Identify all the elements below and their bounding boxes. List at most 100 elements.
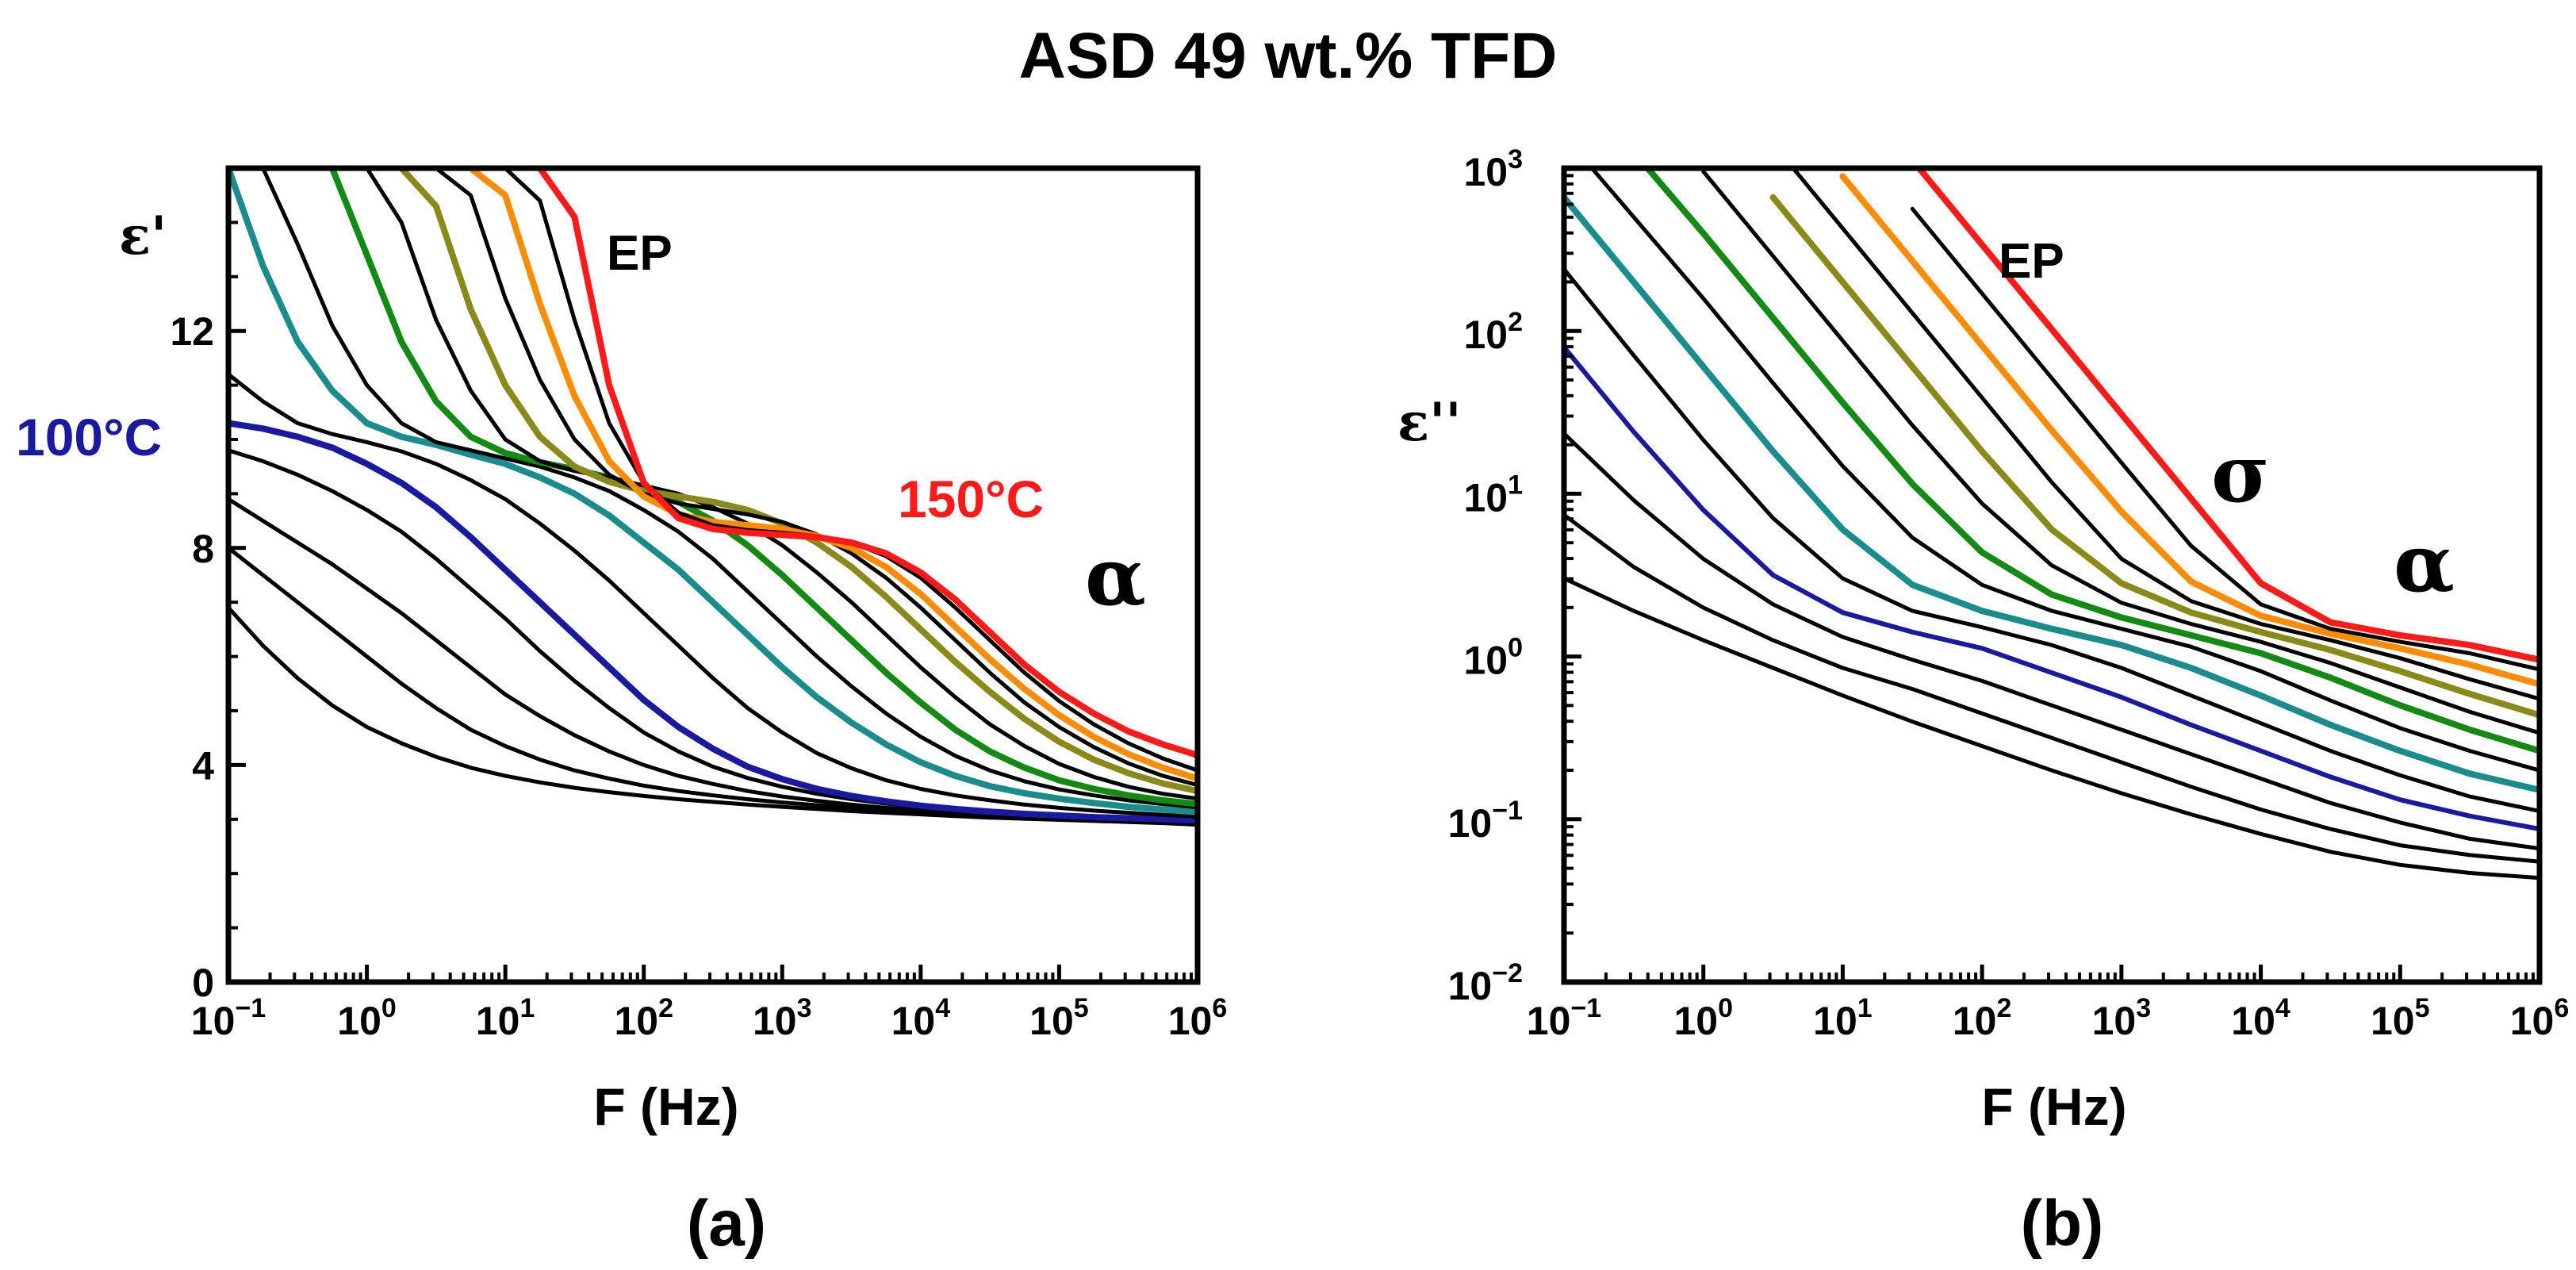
series-line-b-7: [1589, 168, 2540, 773]
series-line-b-14: [1915, 168, 2540, 663]
y-tick-label-b-base: 10: [1463, 475, 1508, 520]
x-tick-label-a: 101: [476, 993, 535, 1043]
series-line-b-6: [1564, 194, 2540, 793]
x-tick-label-b: 103: [2092, 993, 2152, 1043]
figure-title: ASD 49 wt.% TFD: [1019, 20, 1558, 92]
series-line-b-1: [1564, 576, 2540, 881]
series-line-a-11: [398, 168, 1198, 795]
annotation-ep-b: EP: [1999, 234, 2064, 289]
x-tick-label-a-base: 10: [337, 999, 381, 1043]
series-line-a-7: [228, 168, 1198, 815]
series-line-b-2: [1564, 512, 2540, 864]
y-tick-label-b-base: 10: [1448, 964, 1493, 1008]
y-tick-label-b-exp: 0: [1508, 633, 1523, 663]
x-tick-label-a-base: 10: [1168, 999, 1213, 1043]
x-tick-label-a-base: 10: [753, 999, 797, 1043]
y-tick-label-a: 0: [192, 961, 214, 1005]
series-line-b-5: [1564, 267, 2540, 813]
x-tick-label-a-exp: 5: [1074, 993, 1089, 1023]
x-tick-label-a-exp: 4: [935, 993, 950, 1023]
plot-frame-b: [1561, 165, 2543, 985]
y-tick-label-b: 101: [1463, 470, 1523, 520]
annotation-alpha-a: α: [1085, 530, 1146, 623]
x-tick-label-a-exp: 2: [658, 993, 673, 1023]
y-tick-label-b-base: 10: [1448, 801, 1493, 846]
series-line-b-8: [1643, 168, 2540, 754]
x-tick-label-b: 102: [1953, 993, 2012, 1043]
x-tick-label-b-base: 10: [2092, 999, 2137, 1043]
y-tick-label-b-exp: 3: [1508, 144, 1523, 175]
x-tick-label-a-base: 10: [1029, 999, 1074, 1043]
panel-label-a: (a): [687, 1188, 766, 1260]
series-line-b-3: [1564, 432, 2540, 851]
x-tick-label-b-base: 10: [1953, 999, 1997, 1043]
x-tick-label-b-base: 10: [1673, 999, 1718, 1043]
x-axis-title-b: F (Hz): [1981, 1077, 2126, 1136]
y-tick-label-a: 4: [192, 743, 214, 788]
panel-b: 10−1 100 101 102 103 104 105 10610−210−11001011…: [1397, 144, 2570, 1260]
x-tick-label-a: 102: [614, 993, 673, 1043]
x-tick-label-b-base: 10: [2510, 999, 2555, 1043]
series-line-a-15: [536, 168, 1198, 759]
x-tick-label-a-base: 10: [891, 999, 936, 1043]
ticks-b: 10−1 100 101 102 103 104 105 10610−210−11001011…: [1448, 144, 2570, 1043]
series-line-b-10: [1769, 194, 2540, 719]
y-tick-label-b-base: 10: [1463, 639, 1508, 683]
series-group-a: [228, 168, 1198, 827]
series-line-b-4: [1564, 344, 2540, 832]
x-tick-label-a: 10−1: [191, 993, 266, 1043]
x-tick-label-b: 101: [1813, 993, 1873, 1043]
series-group-b: [1564, 168, 2540, 881]
panel-label-b: (b): [2021, 1188, 2104, 1260]
series-line-b-11: [1790, 168, 2540, 701]
y-tick-label-b: 102: [1463, 307, 1523, 357]
y-tick-label-a: 8: [192, 527, 214, 571]
y-tick-label-b: 10−2: [1448, 958, 1523, 1008]
annotation-alpha-b: α: [2394, 516, 2455, 610]
y-tick-label-b-base: 10: [1463, 313, 1508, 357]
x-tick-label-b-exp: 5: [2415, 993, 2430, 1023]
series-line-b-9: [1701, 169, 2540, 735]
x-tick-label-b: 100: [1673, 993, 1733, 1043]
annotation-100c: 100°C: [16, 408, 162, 466]
x-axis-title-a: F (Hz): [593, 1077, 738, 1136]
y-tick-label-b-base: 10: [1463, 150, 1508, 194]
series-line-a-6: [228, 372, 1198, 819]
x-tick-label-b-base: 10: [1813, 999, 1857, 1043]
x-tick-label-a-exp: 3: [797, 993, 812, 1023]
y-tick-label-b: 100: [1463, 633, 1523, 683]
x-tick-label-b-base: 10: [2231, 999, 2275, 1043]
series-line-b-13: [1910, 206, 2540, 672]
annotation-ep-a: EP: [607, 226, 673, 281]
x-tick-label-a-base: 10: [476, 999, 520, 1043]
y-axis-title-b: ε'': [1397, 391, 1462, 453]
y-tick-label-b-exp: 1: [1508, 470, 1523, 500]
x-tick-label-b-base: 10: [1527, 999, 1571, 1043]
x-tick-label-a-base: 10: [191, 999, 236, 1043]
y-tick-label-a: 12: [170, 309, 214, 354]
y-tick-label-b-exp: 2: [1508, 307, 1523, 337]
x-tick-label-b: 106: [2510, 993, 2570, 1043]
y-tick-label-b-exp: −2: [1492, 958, 1523, 988]
y-tick-label-b: 10−1: [1448, 796, 1523, 846]
series-line-a-9: [328, 168, 1198, 808]
x-tick-label-b-exp: 0: [1718, 993, 1733, 1023]
x-tick-label-b: 10−1: [1527, 993, 1601, 1043]
annotation-sigma: σ: [2211, 427, 2270, 520]
plot-frame-a: [225, 165, 1201, 985]
x-tick-label-a-exp: −1: [235, 993, 266, 1023]
x-tick-label-b-exp: 2: [1996, 993, 2011, 1023]
x-tick-label-a: 104: [891, 993, 951, 1043]
x-tick-label-a: 100: [337, 993, 397, 1043]
x-tick-label-b-exp: 3: [2136, 993, 2151, 1023]
x-tick-label-b-exp: 6: [2554, 993, 2569, 1023]
x-tick-label-a: 105: [1029, 993, 1089, 1043]
y-tick-label-b: 103: [1463, 144, 1523, 194]
y-tick-label-b-exp: −1: [1492, 796, 1523, 826]
x-tick-label-b-base: 10: [2371, 999, 2415, 1043]
y-axis-title-a: ε': [119, 205, 167, 267]
x-tick-label-a-base: 10: [614, 999, 658, 1043]
x-tick-label-b: 105: [2371, 993, 2430, 1043]
